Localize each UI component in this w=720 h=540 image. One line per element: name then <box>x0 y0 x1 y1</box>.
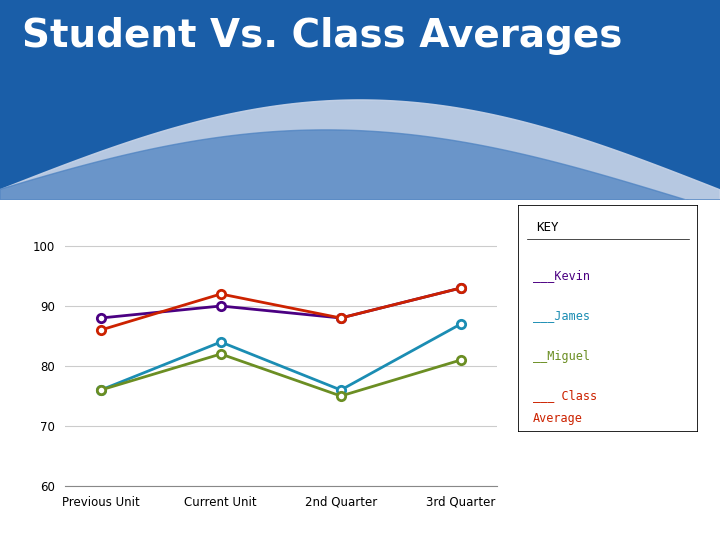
Polygon shape <box>0 130 720 210</box>
Text: ___ Class: ___ Class <box>533 389 597 402</box>
Text: Student Vs. Class Averages: Student Vs. Class Averages <box>22 17 622 55</box>
Polygon shape <box>0 100 720 200</box>
Text: ___Kevin: ___Kevin <box>533 269 590 282</box>
Text: ___James: ___James <box>533 309 590 322</box>
Text: __Miguel: __Miguel <box>533 350 590 363</box>
Text: KEY: KEY <box>536 221 559 234</box>
Text: Average: Average <box>533 411 582 424</box>
